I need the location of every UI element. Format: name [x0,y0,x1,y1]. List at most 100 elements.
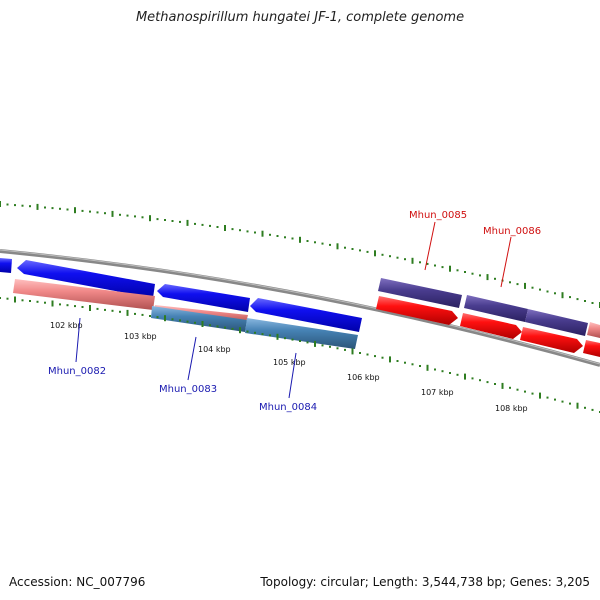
minor-tick [464,271,466,273]
minor-tick [329,243,331,246]
major-tick [449,265,451,272]
minor-tick [471,377,474,380]
minor-tick [546,290,549,293]
minor-tick [164,219,166,221]
minor-tick [209,324,211,327]
cds-arrow [378,278,462,308]
minor-tick [351,248,354,250]
major-tick [486,274,489,281]
major-tick [426,364,429,371]
gene-arrow [376,296,458,325]
minor-tick [396,360,399,362]
minor-tick [74,305,76,308]
scale-label: 108 kbp [495,404,528,413]
minor-tick [591,302,594,304]
minor-tick [524,390,526,393]
minor-tick [269,334,271,337]
cds-track [0,258,600,338]
minor-tick [531,392,534,395]
minor-tick [44,301,46,304]
minor-tick [36,300,39,303]
minor-tick [554,398,556,401]
gene-label-mhun-0082: Mhun_0082 [48,366,106,377]
accession-text: Accession: NC_007796 [9,575,146,589]
minor-tick [381,253,384,256]
minor-tick [171,220,174,222]
minor-tick [66,208,69,211]
gene-bar [151,306,247,332]
minor-tick [96,307,99,310]
minor-tick [0,297,1,299]
major-tick [201,321,204,327]
minor-tick [434,264,436,267]
minor-tick [576,298,579,301]
gene-arrow [460,313,522,339]
major-tick [239,327,241,334]
minor-tick [314,241,316,244]
major-tick [299,236,301,243]
scale-label: 105 kbp [273,358,306,367]
minor-tick [6,297,9,300]
major-tick [36,203,39,210]
minor-tick [359,352,361,354]
scale-label: 103 kbp [124,332,157,341]
genome-backbone [0,249,600,367]
gene-bar [245,318,358,349]
lower-ticks-ring [0,296,600,413]
cds-arrow [157,284,250,312]
gene-label-mhun-0085: Mhun_0085 [409,210,467,221]
minor-tick [509,281,511,284]
minor-tick [479,274,481,277]
major-tick [561,292,564,299]
minor-tick [561,400,564,403]
minor-tick [396,256,399,259]
minor-tick [156,316,159,319]
minor-tick [336,347,339,350]
minor-tick [546,396,549,399]
minor-tick [419,261,421,264]
minor-tick [194,321,196,324]
minor-tick [201,223,204,226]
minor-tick [299,340,301,342]
major-tick [74,207,76,214]
minor-tick [419,365,421,367]
minor-tick [516,283,519,286]
minor-tick [14,204,16,207]
topology-text: Topology: circular; Length: 3,544,738 bp… [260,575,590,589]
minor-tick [104,212,106,215]
gene-label-mhun-0083: Mhun_0083 [159,384,217,395]
minor-tick [59,207,61,210]
minor-tick [216,325,219,328]
scale-label: 102 kbp [50,321,83,330]
cds-arrow [0,258,12,273]
major-tick [576,402,579,409]
minor-tick [261,333,264,336]
minor-tick [231,327,234,330]
major-tick [224,225,226,231]
minor-tick [569,296,571,299]
major-tick [111,210,114,217]
minor-tick [149,315,151,317]
major-tick [374,250,376,257]
minor-tick [21,299,24,302]
minor-tick [569,402,571,405]
major-tick [539,392,541,399]
minor-tick [96,211,99,214]
minor-tick [29,205,31,208]
major-tick [261,230,264,237]
minor-tick [366,353,369,356]
minor-tick [156,218,159,221]
minor-tick [321,344,324,347]
major-tick [276,333,279,340]
gene-track [13,279,600,357]
minor-tick [509,386,511,389]
minor-tick [126,214,129,217]
minor-tick [194,222,196,225]
minor-tick [329,345,331,348]
minor-tick [456,373,459,376]
minor-tick [209,224,211,227]
minor-tick [344,348,346,351]
minor-tick [374,355,376,358]
minor-tick [104,308,106,311]
minor-tick [306,240,309,242]
